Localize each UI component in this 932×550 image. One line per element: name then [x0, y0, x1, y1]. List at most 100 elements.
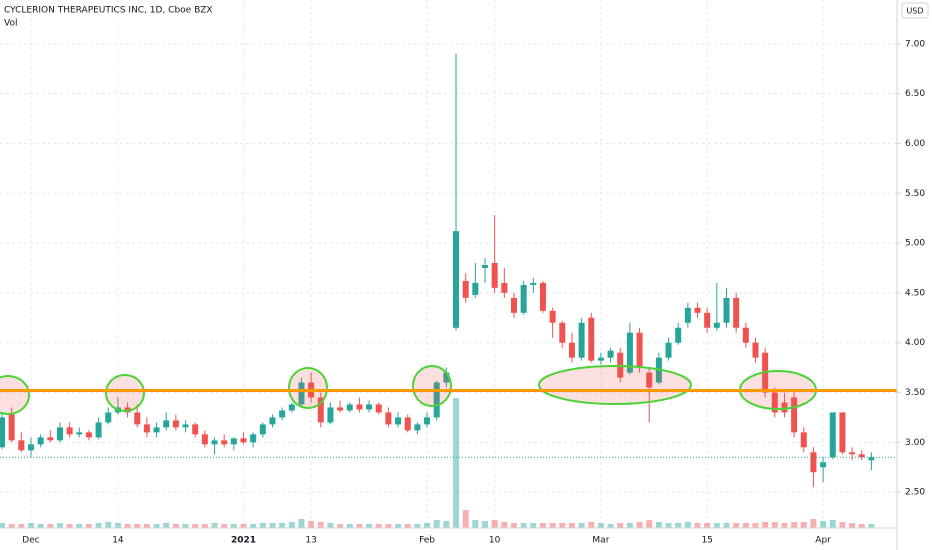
- time-axis-panel: [0, 528, 897, 550]
- candle-body: [385, 412, 392, 425]
- volume-bar: [510, 523, 517, 528]
- chart-title: CYCLERION THERAPEUTICS INC, 1D, Cboe BZX: [4, 6, 213, 16]
- volume-bar: [849, 523, 856, 528]
- volume-bar: [192, 524, 199, 528]
- volume-bar: [56, 523, 63, 528]
- candle-body: [85, 432, 92, 438]
- y-tick-label: 3.00: [905, 438, 925, 448]
- volume-bar: [713, 523, 720, 528]
- candle-body: [597, 357, 604, 361]
- candle-body: [66, 427, 73, 435]
- candle-body: [636, 332, 643, 368]
- candle-body: [201, 434, 208, 445]
- candle-body: [723, 297, 730, 323]
- x-tick-label: 13: [305, 536, 316, 546]
- volume-bar: [665, 523, 672, 528]
- highlight-ellipse: [0, 375, 30, 415]
- volume-bar: [636, 522, 643, 528]
- candle-body: [810, 452, 817, 473]
- volume-bar: [607, 524, 614, 528]
- candle-layer: [0, 53, 875, 488]
- candle-body: [510, 297, 517, 313]
- volume-bar: [868, 524, 875, 528]
- volume-bar: [568, 523, 575, 528]
- candle-body: [230, 438, 237, 445]
- x-tick-label: 2021: [231, 536, 256, 546]
- candle-body: [829, 412, 836, 458]
- candle-body: [578, 322, 585, 358]
- volume-bar: [626, 523, 633, 528]
- volume-bar: [646, 520, 653, 528]
- candle-body: [143, 424, 150, 433]
- candle-body: [163, 420, 170, 428]
- volume-bar: [134, 524, 141, 528]
- volume-bar: [578, 523, 585, 528]
- y-tick-label: 3.50: [905, 388, 925, 398]
- y-tick-label: 5.50: [905, 189, 925, 199]
- candle-body: [27, 444, 34, 451]
- candle-body: [453, 231, 460, 328]
- candle-body: [404, 417, 411, 431]
- candle-body: [771, 392, 778, 413]
- currency[interactable]: USD: [906, 7, 923, 16]
- volume-bar: [858, 524, 865, 528]
- candle-body: [472, 282, 479, 295]
- volume-bar: [433, 520, 440, 528]
- candle-body: [742, 327, 749, 343]
- candle-body: [501, 282, 508, 293]
- volume-bar: [27, 523, 34, 528]
- candle-body: [221, 440, 228, 445]
- candle-body: [8, 414, 15, 441]
- candle-body: [250, 434, 257, 443]
- volume-bar: [317, 522, 324, 528]
- volume-bar: [124, 524, 131, 528]
- volume-bar: [337, 524, 344, 528]
- volume-bar: [675, 523, 682, 528]
- candle-body: [424, 417, 431, 425]
- candle-body: [37, 437, 44, 445]
- volume-bar: [453, 398, 460, 528]
- volume-bar: [800, 522, 807, 528]
- candle-body: [791, 397, 798, 433]
- candle-body: [95, 422, 102, 438]
- x-tick-label: Apr: [815, 536, 831, 546]
- volume-bar: [742, 523, 749, 528]
- volume-bar: [85, 524, 92, 528]
- x-tick-label: Feb: [419, 536, 435, 546]
- candle-body: [172, 420, 179, 428]
- x-tick-label: 14: [112, 536, 124, 546]
- volume-bar: [279, 523, 286, 528]
- volume-bar: [163, 523, 170, 528]
- volume-bar: [520, 523, 527, 528]
- volume-bar: [346, 524, 353, 528]
- price-axis-panel: [897, 0, 932, 550]
- volume-bar: [414, 524, 421, 528]
- candle-body: [211, 440, 218, 445]
- volume-bar: [810, 519, 817, 528]
- candle-body: [704, 312, 711, 328]
- candle-body: [839, 412, 846, 453]
- candle-body: [568, 342, 575, 358]
- volume-bar: [240, 524, 247, 528]
- volume-bar: [375, 524, 382, 528]
- candle-body: [646, 372, 653, 388]
- x-tick-label: 15: [701, 536, 712, 546]
- candle-body: [694, 307, 701, 313]
- volume-bar: [404, 524, 411, 528]
- volume-bar: [182, 524, 189, 528]
- candle-body: [327, 407, 334, 423]
- volume-bar: [259, 523, 266, 528]
- volume-bar: [491, 520, 498, 528]
- volume-bar: [385, 524, 392, 528]
- volume-bar: [462, 510, 469, 528]
- candle-body: [0, 417, 5, 448]
- highlight-ellipse: [412, 365, 452, 407]
- volume-bar: [114, 523, 121, 528]
- candle-body: [47, 437, 54, 441]
- candle-body: [76, 432, 83, 435]
- volume-bar: [549, 523, 556, 528]
- candle-body: [820, 462, 827, 468]
- volume-bar: [829, 520, 836, 528]
- volume-layer: [0, 398, 875, 528]
- currency-badge[interactable]: [901, 2, 929, 19]
